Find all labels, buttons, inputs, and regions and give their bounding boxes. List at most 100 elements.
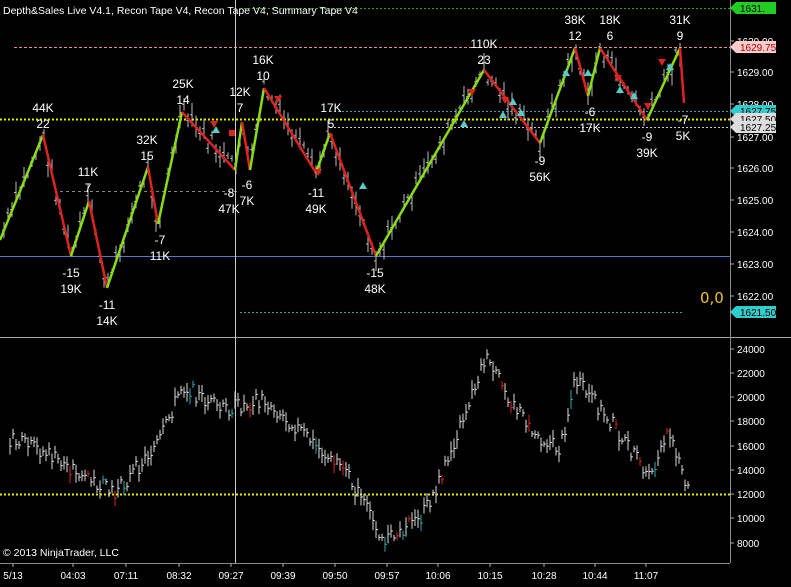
swing-segment — [314, 132, 332, 174]
swing-lines — [0, 47, 686, 289]
price-tick-label: 1627.00 — [737, 133, 774, 144]
time-tick-label: 10:28 — [531, 571, 556, 582]
volume-tick-label: 20000 — [737, 393, 765, 404]
swing-label-count: 32K — [136, 133, 157, 147]
swing-label-value: 10 — [256, 69, 270, 83]
swing-label-count: 44K — [32, 101, 53, 115]
swing-label-value: 23 — [477, 53, 491, 67]
volume-tick-label: 14000 — [737, 466, 765, 477]
swing-segment — [374, 69, 486, 257]
price-axis[interactable]: 1630.001629.001628.001627.001626.001625.… — [730, 37, 774, 303]
swing-label-value: 48K — [364, 282, 385, 296]
volume-tick-label: 18000 — [737, 417, 765, 428]
time-tick-label: 09:39 — [270, 571, 295, 582]
swing-label-count: 18K — [599, 13, 620, 27]
volume-tick-label: 24000 — [737, 345, 765, 356]
volume-tick-label: 10000 — [737, 514, 765, 525]
swing-label-value: 19K — [60, 282, 81, 296]
price-tick-label: 1626.00 — [737, 164, 774, 175]
swing-label-count: -8 — [224, 186, 235, 200]
swing-segment — [240, 121, 252, 171]
swing-label-value: 12 — [568, 29, 582, 43]
price-tick-label: 1625.00 — [737, 196, 774, 207]
swing-label-value: 49K — [305, 202, 326, 216]
swing-label-count: 16K — [252, 53, 273, 67]
chart-title: Depth&Sales Live V4.1, Recon Tape V4, Re… — [3, 5, 358, 17]
swing-label-count: 17K — [320, 101, 341, 115]
price-badge: 1629.75 — [730, 41, 777, 54]
time-tick-label: 09:57 — [374, 571, 399, 582]
swing-segment — [156, 111, 184, 225]
time-tick-label: 08:32 — [166, 571, 191, 582]
swing-label-value: 14 — [176, 93, 190, 107]
price-badge: 1631. — [730, 2, 776, 15]
trade-marker — [666, 63, 674, 70]
trade-marker — [501, 97, 509, 104]
trade-marker — [229, 130, 235, 136]
swing-segment — [69, 200, 91, 257]
swing-segment — [598, 47, 649, 121]
swing-segment — [146, 166, 160, 225]
corner-readout: 0,0 — [700, 289, 724, 307]
swing-label-value: 11K — [150, 249, 170, 263]
volume-axis[interactable]: 24000 22000 20000 18000 16000 14000 12000 10000… — [730, 345, 765, 550]
trade-marker — [584, 69, 592, 76]
swing-label-count: -9 — [642, 130, 653, 144]
trade-marker — [630, 92, 638, 99]
swing-label-value: 6 — [607, 29, 614, 43]
swing-label-count: -11 — [99, 298, 116, 312]
swing-label-count: 25K — [172, 77, 193, 91]
volume-tick-label: 16000 — [737, 442, 765, 453]
swing-label-count: -6 — [242, 178, 253, 192]
trade-marker — [314, 169, 322, 176]
price-badge: 1621.50 — [730, 306, 777, 319]
trade-markers — [210, 59, 674, 189]
trade-marker — [359, 182, 367, 189]
swing-label-count: 12K — [229, 85, 250, 99]
time-tick-label: 5/13 — [3, 571, 23, 582]
swing-segment — [233, 121, 244, 171]
swing-label-value: 22 — [36, 117, 50, 131]
swing-label-value: 7 — [85, 181, 92, 195]
swing-label-value: 5 — [328, 117, 335, 131]
swing-label-value: 15 — [140, 149, 154, 163]
swing-label-count: -7 — [678, 113, 689, 127]
swing-segment — [105, 166, 150, 289]
swing-label-value: 9 — [677, 29, 684, 43]
swing-segment — [87, 200, 109, 289]
trade-marker — [644, 103, 652, 110]
swing-label-count: 31K — [669, 13, 690, 27]
time-tick-label: 04:03 — [60, 571, 85, 582]
time-tick-label: 10:15 — [477, 571, 502, 582]
swing-label-count: -7 — [155, 233, 166, 247]
swing-segment — [248, 87, 266, 171]
swing-label-value: 7K — [240, 194, 255, 208]
swing-label-value: 17K — [579, 121, 600, 135]
trade-marker — [562, 69, 570, 76]
swing-label-value: 7 — [237, 101, 244, 115]
swing-segment — [538, 47, 577, 144]
trade-marker — [460, 120, 468, 127]
price-badge-label: 1627.25 — [740, 123, 777, 134]
price-badge-label: 1631. — [740, 4, 765, 15]
time-tick-label: 10:06 — [425, 571, 450, 582]
price-badge-label: 1627.75 — [740, 107, 777, 118]
time-axis[interactable]: 5/13 04:03 07:11 08:32 09:27 09:39 09:50 09:57 1… — [3, 563, 659, 582]
swing-segment — [328, 132, 378, 257]
swing-segment — [41, 134, 73, 257]
swing-label-value: 5K — [676, 129, 691, 143]
trade-marker — [499, 111, 507, 118]
swing-label-count: 110K — [470, 37, 497, 51]
trade-marker — [274, 96, 282, 103]
